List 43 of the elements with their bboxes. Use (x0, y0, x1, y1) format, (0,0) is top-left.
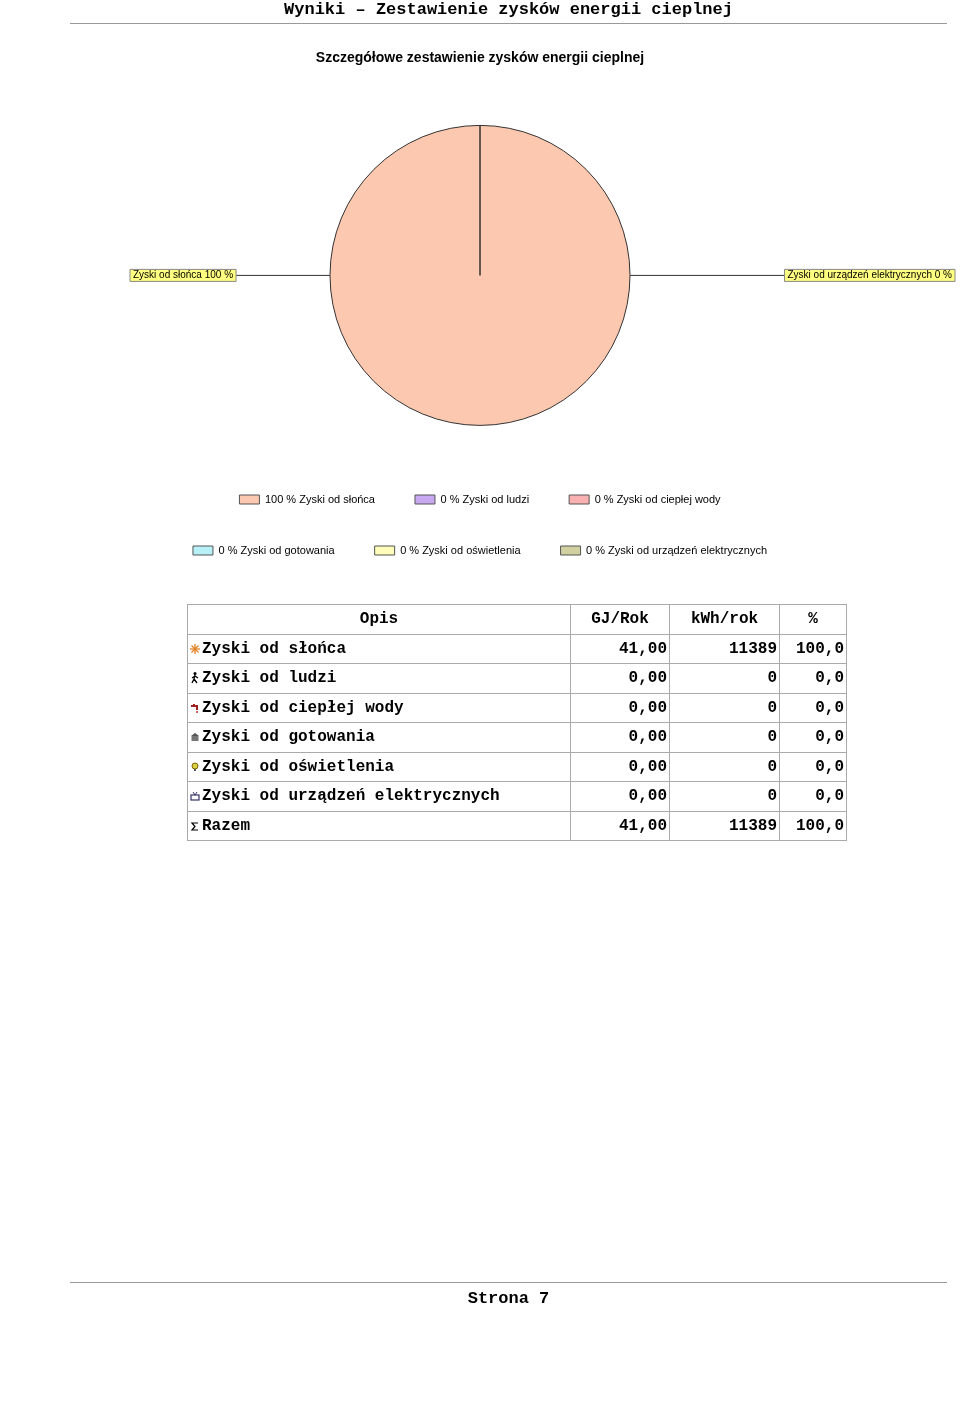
legend-label: 0 % Zyski od oświetlenia (400, 543, 522, 556)
data-label: 100,0 (779, 634, 847, 664)
text: Strona 7 (466, 1289, 551, 1308)
data-label: 0,0 (779, 693, 847, 723)
text: % (779, 604, 847, 634)
chart-title: Szczegółowe zestawienie zysków energii cieplnej (315, 49, 645, 66)
slice-label: Zyski od słońca 100 % (133, 269, 234, 281)
category-label: Razem (202, 816, 251, 835)
data-label: 11389 (669, 634, 780, 664)
data-label: 0,00 (570, 663, 670, 693)
legend-label: 0 % Zyski od urządzeń elektrycznych (586, 543, 768, 556)
data-label: 0,00 (570, 693, 670, 723)
data-label: 0,0 (779, 781, 847, 811)
data-label: 0 (669, 722, 780, 752)
data-label: 11389 (669, 811, 780, 841)
data-label: 0,0 (779, 663, 847, 693)
data-label: 0 (669, 752, 780, 782)
text: GJ/Rok (570, 604, 670, 634)
data-label: 0 (669, 693, 780, 723)
data-label: 0,0 (779, 722, 847, 752)
data-label: 0,0 (779, 752, 847, 782)
text: Opis (187, 604, 571, 634)
data-label: 0,00 (570, 752, 670, 782)
category-label: Zyski od ciepłej wody (202, 698, 404, 717)
legend-label: 100 % Zyski od słońca (264, 492, 376, 505)
category-label: Zyski od słońca (202, 639, 347, 658)
data-label: 100,0 (779, 811, 847, 841)
legend-label: kWh/rok (669, 604, 780, 634)
data-label: 0,00 (570, 722, 670, 752)
data-label: 0,00 (570, 781, 670, 811)
category-label: Zyski od urządzeń elektrycznych (202, 787, 500, 806)
legend-label: 0 % Zyski od gotowania (218, 543, 336, 556)
data-label: 41,00 (570, 811, 670, 841)
text: Zyski od urządzeń elektrycznych 0 % (787, 269, 953, 281)
category-label: Zyski od oświetlenia (202, 757, 395, 776)
legend-label: 0 % Zyski od ludzi (440, 492, 530, 505)
data-label: 0 (669, 663, 780, 693)
data-label: 41,00 (570, 634, 670, 664)
legend-label: 0 % Zyski od ciepłej wody (594, 492, 722, 505)
data-label: 0 (669, 781, 780, 811)
category-label: Zyski od ludzi (202, 669, 337, 688)
text: Wyniki – Zestawienie zysków energii cieplnej (283, 0, 734, 19)
category-label: Zyski od gotowania (202, 728, 375, 747)
